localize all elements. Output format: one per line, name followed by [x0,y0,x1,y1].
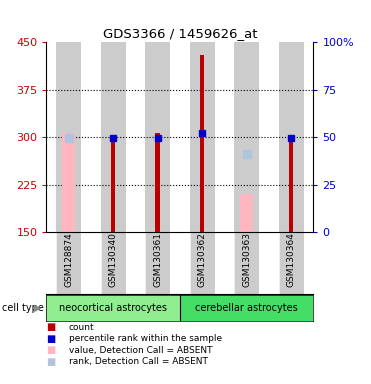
Text: neocortical astrocytes: neocortical astrocytes [59,303,167,313]
Bar [234,232,259,294]
Bar [62,133,75,232]
Text: ■: ■ [46,322,56,332]
Text: GSM130340: GSM130340 [109,233,118,287]
Bar [145,232,170,294]
Bar [279,232,304,294]
Text: value, Detection Call = ABSENT: value, Detection Call = ABSENT [69,346,212,355]
Bar [200,55,204,232]
Text: ■: ■ [46,345,56,355]
Bar [145,42,170,232]
Text: cerebellar astrocytes: cerebellar astrocytes [196,303,298,313]
Bar [101,232,126,294]
Bar [111,142,115,232]
Text: GSM130364: GSM130364 [287,233,296,287]
Bar [190,232,215,294]
Text: cell type: cell type [2,303,44,313]
Text: rank, Detection Call = ABSENT: rank, Detection Call = ABSENT [69,357,207,366]
Bar [101,42,126,232]
Bar [240,194,253,232]
Text: GSM130361: GSM130361 [153,232,162,288]
Bar [180,295,313,321]
Text: count: count [69,323,94,332]
Text: ■: ■ [46,357,56,367]
Text: GSM130363: GSM130363 [242,232,251,288]
Text: ■: ■ [46,334,56,344]
Bar [190,42,215,232]
Text: GSM128874: GSM128874 [64,233,73,287]
Bar [56,42,81,232]
Bar [279,42,304,232]
Bar [46,295,180,321]
Text: percentile rank within the sample: percentile rank within the sample [69,334,222,343]
Bar [155,133,160,232]
Bar [289,140,293,232]
Text: ▶: ▶ [34,303,42,313]
Bar [56,232,81,294]
Text: GSM130362: GSM130362 [198,233,207,287]
Title: GDS3366 / 1459626_at: GDS3366 / 1459626_at [103,26,257,40]
Bar [234,42,259,232]
